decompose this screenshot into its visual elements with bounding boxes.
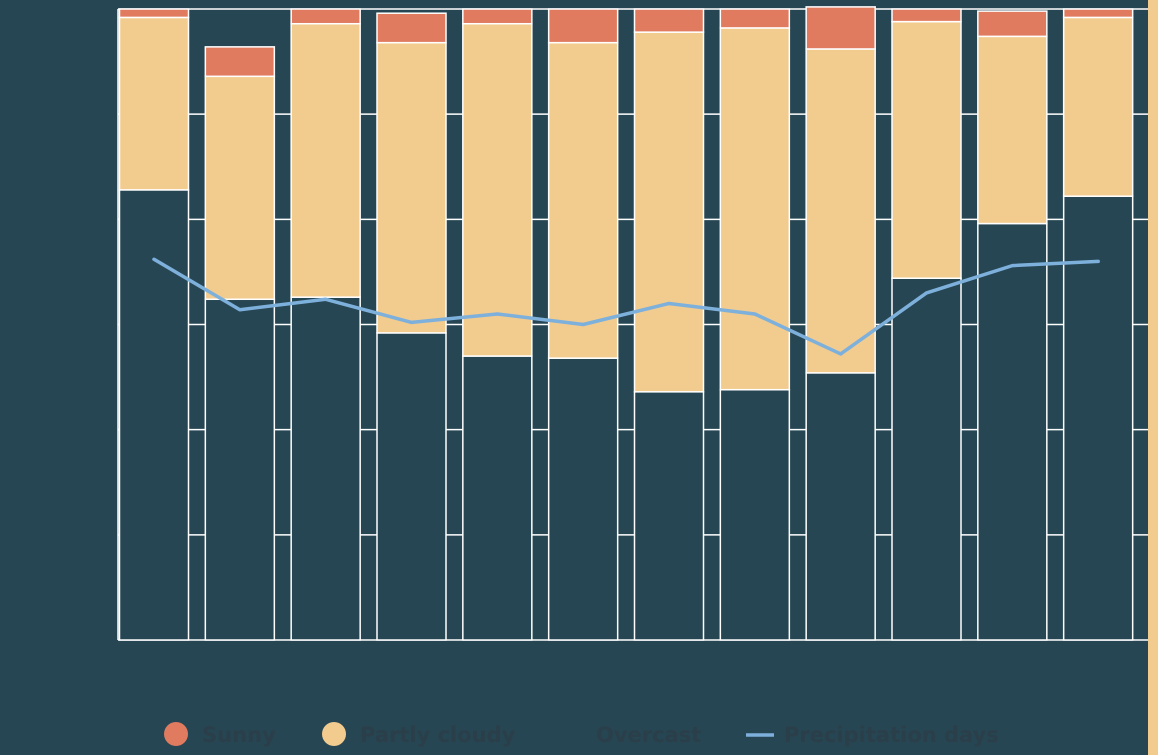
legend-item-partly-cloudy[interactable]: Partly cloudy	[322, 722, 516, 747]
bar-partly-cloudy-12[interactable]	[1062, 16, 1134, 197]
bar-overcast-3[interactable]	[290, 296, 361, 641]
point-precipitation-days-7[interactable]	[666, 300, 672, 306]
point-precipitation-days-12[interactable]	[1095, 258, 1101, 264]
legend-swatch-overcast	[557, 722, 581, 746]
bar-overcast-6[interactable]	[547, 357, 619, 641]
legend-label-precipitation-days: Precipitation days	[784, 723, 999, 747]
bar-overcast-9[interactable]	[805, 372, 876, 641]
bar-overcast-4[interactable]	[376, 332, 447, 641]
point-precipitation-days-9[interactable]	[838, 351, 844, 357]
bar-overcast-2[interactable]	[204, 298, 276, 641]
bar-partly-cloudy-3[interactable]	[290, 22, 361, 298]
bar-partly-cloudy-7[interactable]	[633, 31, 705, 393]
point-precipitation-days-10[interactable]	[924, 290, 930, 296]
legend-swatch-sunny	[164, 722, 188, 746]
bar-sunny-3[interactable]	[290, 8, 361, 25]
point-precipitation-days-5[interactable]	[494, 311, 500, 317]
bar-partly-cloudy-11[interactable]	[977, 35, 1048, 225]
bar-overcast-11[interactable]	[977, 222, 1048, 641]
bar-overcast-12[interactable]	[1062, 195, 1134, 641]
bar-sunny-9[interactable]	[805, 6, 876, 50]
legend-item-precipitation-days[interactable]: Precipitation days	[746, 723, 999, 747]
legend-swatch-partly-cloudy	[322, 722, 346, 746]
bar-sunny-8[interactable]	[719, 8, 791, 29]
legend-item-overcast[interactable]: Overcast	[557, 722, 701, 747]
bar-sunny-6[interactable]	[547, 8, 619, 44]
bar-sunny-10[interactable]	[891, 8, 962, 23]
bar-partly-cloudy-8[interactable]	[719, 27, 791, 391]
bars-layer	[118, 6, 1134, 641]
bar-partly-cloudy-5[interactable]	[462, 22, 533, 357]
bar-sunny-2[interactable]	[204, 46, 276, 78]
legend-label-overcast: Overcast	[596, 723, 701, 747]
point-precipitation-days-2[interactable]	[237, 307, 243, 313]
point-precipitation-days-11[interactable]	[1009, 263, 1015, 269]
legend-label-sunny: Sunny	[202, 723, 276, 747]
bar-sunny-11[interactable]	[977, 10, 1048, 38]
legend-item-sunny[interactable]: Sunny	[164, 722, 276, 747]
line-precipitation-days	[152, 257, 1100, 356]
bar-partly-cloudy-9[interactable]	[805, 48, 876, 374]
point-precipitation-days-1[interactable]	[151, 256, 157, 262]
point-precipitation-days-6[interactable]	[580, 322, 586, 328]
point-precipitation-days-4[interactable]	[409, 319, 415, 325]
legend: Sunny Partly cloudy Overcast Precipitati…	[164, 722, 999, 747]
bar-partly-cloudy-4[interactable]	[376, 41, 447, 334]
bar-overcast-7[interactable]	[633, 391, 705, 641]
bar-sunny-7[interactable]	[633, 8, 705, 33]
right-edge-strip	[1148, 0, 1158, 755]
bar-sunny-12[interactable]	[1062, 8, 1134, 19]
legend-label-partly-cloudy: Partly cloudy	[360, 723, 516, 747]
bar-sunny-4[interactable]	[376, 12, 447, 44]
bar-partly-cloudy-6[interactable]	[547, 41, 619, 359]
bar-overcast-8[interactable]	[719, 388, 791, 641]
point-precipitation-days-3[interactable]	[323, 296, 329, 302]
bar-overcast-10[interactable]	[891, 277, 962, 641]
bar-partly-cloudy-1[interactable]	[118, 16, 190, 191]
bar-overcast-1[interactable]	[118, 189, 190, 641]
bar-partly-cloudy-2[interactable]	[204, 75, 276, 301]
precipitation-line-layer	[151, 256, 1101, 357]
bar-sunny-1[interactable]	[118, 8, 190, 19]
grid-layer	[117, 8, 1148, 641]
point-precipitation-days-8[interactable]	[752, 311, 758, 317]
bar-partly-cloudy-10[interactable]	[891, 20, 962, 279]
bar-sunny-5[interactable]	[462, 8, 533, 25]
bar-overcast-5[interactable]	[462, 355, 533, 641]
